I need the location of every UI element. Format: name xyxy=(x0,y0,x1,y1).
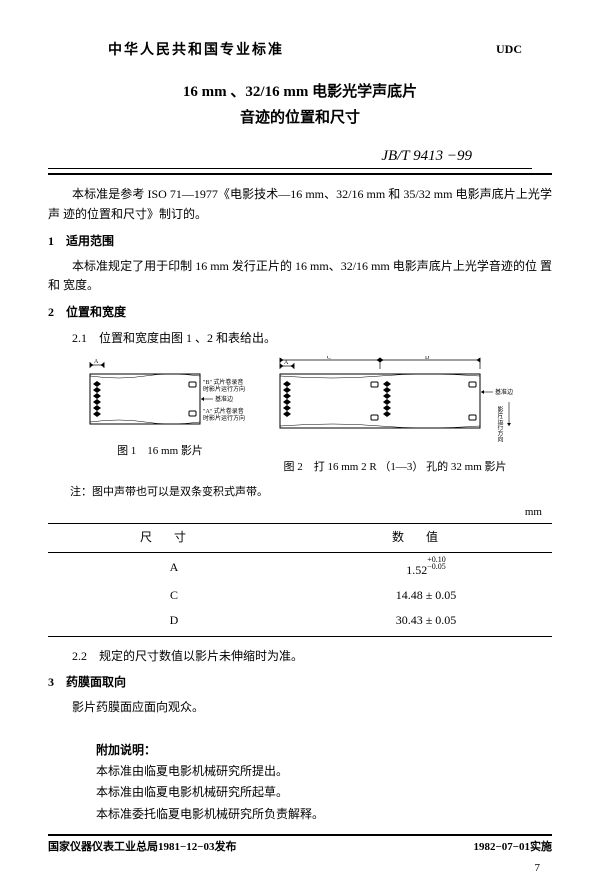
divider-top xyxy=(48,173,552,175)
footer-effective: 1982−07−01实施 xyxy=(473,839,552,857)
footer-bar: 国家仪器仪表工业总局1981−12−03发布 1982−07−01实施 xyxy=(48,834,552,857)
svg-text:时影片运行方向: 时影片运行方向 xyxy=(203,414,245,422)
header-org: 中华人民共和国专业标准 xyxy=(108,40,284,62)
val-cell: 1.52+0.10−0.05 xyxy=(300,552,552,583)
svg-text:A: A xyxy=(284,360,289,366)
figure-2-caption: 图 2 打 16 mm 2 R （1—3） 孔的 32 mm 影片 xyxy=(283,459,506,477)
figure-note: 注：图中声带也可以是双条变积式声带。 xyxy=(48,484,552,502)
section-2-2: 2.2 规定的尺寸数值以影片未伸缩时为准。 xyxy=(48,647,552,666)
title-line1: 16 mm 、32/16 mm 电影光学声底片 xyxy=(183,84,417,100)
svg-text:基准边: 基准边 xyxy=(215,395,233,403)
svg-text:时影片运行方向: 时影片运行方向 xyxy=(203,385,245,393)
header-udc: UDC xyxy=(496,40,522,62)
figures-container: A "B" 式片卷录音 时影片运行方向 基准边 "A" 式片卷录音 时影片运行方… xyxy=(48,356,552,477)
document-title: 16 mm 、32/16 mm 电影光学声底片 音迹的位置和尺寸 xyxy=(48,80,552,130)
document-number: JB/T 9413 −99 xyxy=(48,144,532,169)
section-3-heading: 3 药膜面取向 xyxy=(48,673,552,692)
section-2-heading: 2 位置和宽度 xyxy=(48,303,552,322)
appendix-heading: 附加说明： xyxy=(96,741,552,760)
val-cell: 14.48 ± 0.05 xyxy=(300,583,552,608)
dim-cell: D xyxy=(48,608,300,637)
table-header-val: 数值 xyxy=(300,524,552,552)
svg-text:A: A xyxy=(94,359,99,365)
figure-1-caption: 图 1 16 mm 影片 xyxy=(117,443,203,461)
figure-1-svg: A "B" 式片卷录音 时影片运行方向 基准边 "A" 式片卷录音 时影片运行方… xyxy=(75,356,245,440)
dim-cell: C xyxy=(48,583,300,608)
svg-text:影片运行方向: 影片运行方向 xyxy=(496,405,503,442)
svg-text:C: C xyxy=(327,356,331,361)
section-1-heading: 1 适用范围 xyxy=(48,232,552,251)
figure-2: A C D 基准边 影片运行方向 图 2 打 16 mm 2 R （1—3） 孔… xyxy=(265,356,525,477)
section-2-1: 2.1 位置和宽度由图 1 、2 和表给出。 xyxy=(48,329,552,348)
svg-text:D: D xyxy=(425,356,430,361)
table-row: C 14.48 ± 0.05 xyxy=(48,583,552,608)
section-3-text: 影片药膜面应面向观众。 xyxy=(48,698,552,717)
svg-text:"B" 式片卷录音: "B" 式片卷录音 xyxy=(203,378,243,386)
appendix-line: 本标准由临夏电影机械研究所起草。 xyxy=(96,783,552,802)
figure-1: A "B" 式片卷录音 时影片运行方向 基准边 "A" 式片卷录音 时影片运行方… xyxy=(75,356,245,477)
val-cell: 30.43 ± 0.05 xyxy=(300,608,552,637)
svg-text:基准边: 基准边 xyxy=(495,388,513,396)
page-number: 7 xyxy=(48,860,552,878)
table-unit: mm xyxy=(48,504,552,522)
appendix-block: 附加说明： 本标准由临夏电影机械研究所提出。 本标准由临夏电影机械研究所起草。 … xyxy=(48,741,552,824)
figure-2-svg: A C D 基准边 影片运行方向 xyxy=(265,356,525,456)
section-1-text: 本标准规定了用于印制 16 mm 发行正片的 16 mm、32/16 mm 电影… xyxy=(48,257,552,295)
table-row: A 1.52+0.10−0.05 xyxy=(48,552,552,583)
title-line2: 音迹的位置和尺寸 xyxy=(48,106,552,130)
dim-cell: A xyxy=(48,552,300,583)
footer-issued: 国家仪器仪表工业总局1981−12−03发布 xyxy=(48,839,237,857)
table-row: D 30.43 ± 0.05 xyxy=(48,608,552,637)
table-header-dim: 尺寸 xyxy=(48,524,300,552)
appendix-line: 本标准由临夏电影机械研究所提出。 xyxy=(96,762,552,781)
intro-paragraph: 本标准是参考 ISO 71—1977《电影技术—16 mm、32/16 mm 和… xyxy=(48,185,552,223)
svg-text:"A" 式片卷录音: "A" 式片卷录音 xyxy=(203,407,244,415)
appendix-line: 本标准委托临夏电影机械研究所负责解释。 xyxy=(96,805,552,824)
dimensions-table: 尺寸 数值 A 1.52+0.10−0.05 C 14.48 ± 0.05 D … xyxy=(48,523,552,637)
